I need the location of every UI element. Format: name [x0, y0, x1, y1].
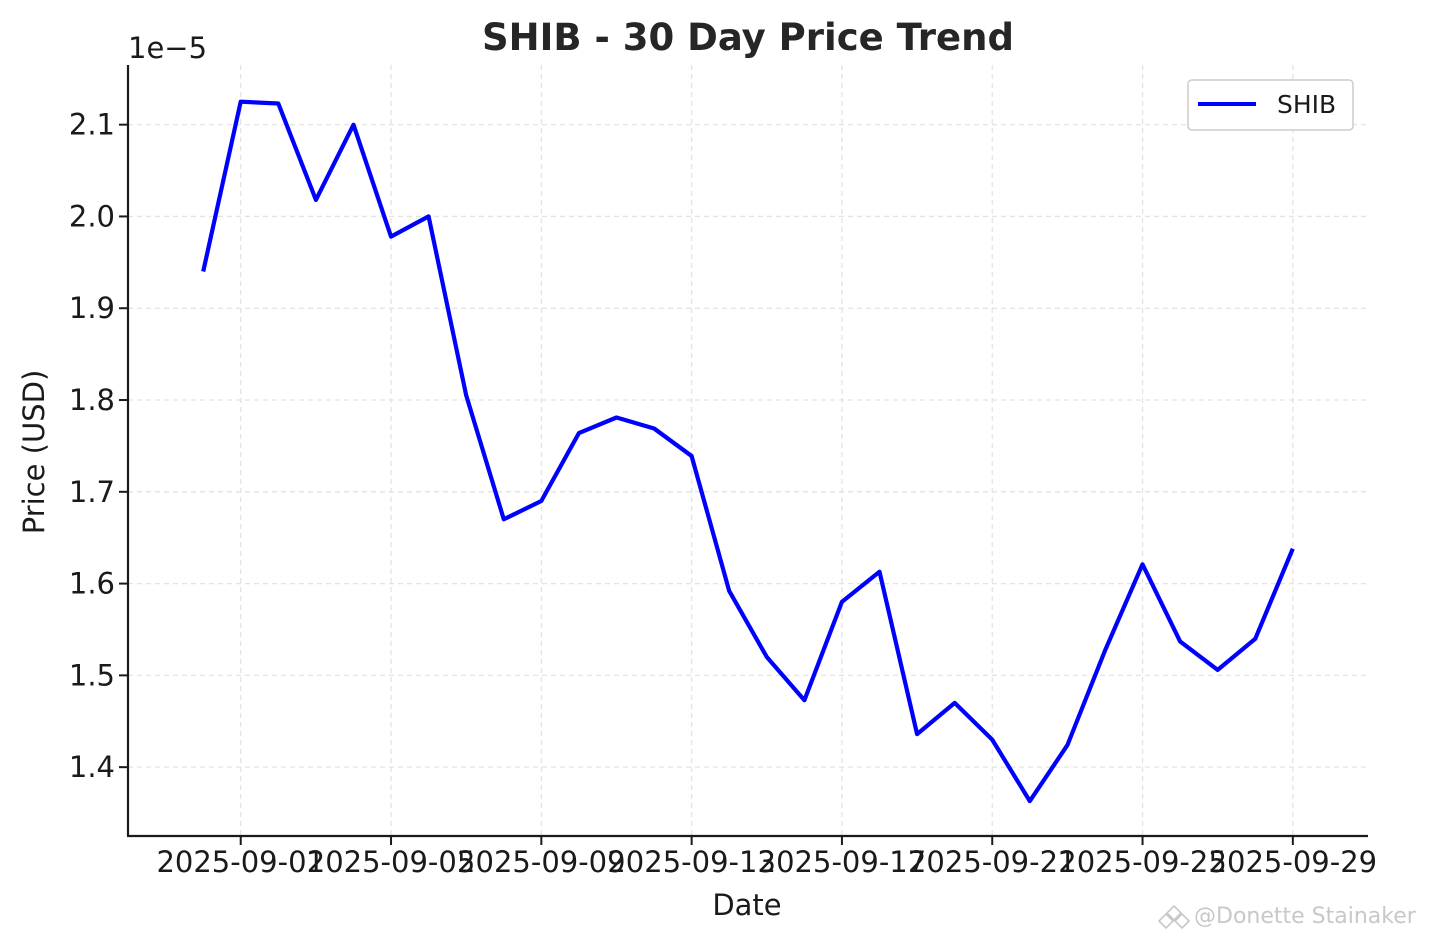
data-point: [690, 454, 694, 458]
data-point: [1141, 562, 1145, 566]
x-tick-label: 2025-09-17: [758, 845, 927, 879]
series-line-shib: [201, 99, 1295, 804]
data-point: [502, 517, 506, 521]
y-ticks: 1.4 1.5 1.6 1.7 1.8 1.9 2.0 2.1: [69, 108, 128, 784]
data-point: [1065, 743, 1069, 747]
x-tick-label: 2025-09-21: [908, 845, 1077, 879]
y-tick-label: 1.4: [69, 750, 115, 784]
y-tick-label: 1.8: [69, 383, 115, 417]
data-point: [765, 655, 769, 659]
data-point: [1291, 547, 1295, 551]
data-point: [1178, 639, 1182, 643]
watermark: @Donette Stainaker: [1157, 904, 1417, 930]
x-ticks: 2025-09-012025-09-052025-09-092025-09-13…: [156, 836, 1377, 879]
data-point: [276, 102, 280, 106]
x-tick-label: 2025-09-05: [307, 845, 476, 879]
y-tick-label: 2.1: [69, 108, 115, 142]
x-tick-label: 2025-09-29: [1209, 845, 1378, 879]
x-tick-label: 2025-09-25: [1058, 845, 1227, 879]
data-point: [990, 738, 994, 742]
data-point: [1103, 649, 1107, 653]
x-tick-label: 2025-09-01: [156, 845, 325, 879]
data-point: [427, 214, 431, 218]
data-point: [953, 701, 957, 705]
y-tick-label: 1.9: [69, 291, 115, 325]
series-layer: [201, 99, 1295, 804]
data-point: [389, 235, 393, 239]
data-point: [464, 393, 468, 397]
grid-lines: [128, 65, 1368, 836]
x-tick-label: 2025-09-09: [457, 845, 626, 879]
watermark-logo-icon: [1157, 904, 1191, 930]
y-axis-label: Price (USD): [17, 370, 51, 535]
data-point: [652, 426, 656, 430]
data-point: [1253, 637, 1257, 641]
x-axis-label: Date: [712, 888, 781, 922]
data-point: [614, 415, 618, 419]
x-tick-label: 2025-09-13: [607, 845, 776, 879]
chart-title: SHIB - 30 Day Price Trend: [482, 16, 1014, 59]
y-tick-label: 1.7: [69, 475, 115, 509]
axes: [126, 65, 1368, 838]
data-point: [1028, 799, 1032, 803]
data-point: [351, 123, 355, 127]
data-point: [1216, 668, 1220, 672]
data-point: [201, 270, 205, 274]
legend: SHIB: [1187, 79, 1354, 131]
legend-label-shib: SHIB: [1277, 90, 1336, 119]
data-point: [239, 100, 243, 104]
data-point: [802, 698, 806, 702]
y-tick-label: 2.0: [69, 199, 115, 233]
y-tick-label: 1.6: [69, 567, 115, 601]
legend-box: [1187, 79, 1354, 131]
data-point: [539, 499, 543, 503]
data-point: [314, 198, 318, 202]
watermark-text: @Donette Stainaker: [1194, 904, 1417, 929]
y-tick-label: 1.5: [69, 658, 115, 692]
data-point: [840, 600, 844, 604]
data-point: [878, 570, 882, 574]
y-offset-label: 1e−5: [128, 31, 207, 65]
data-point: [915, 732, 919, 736]
data-point: [727, 589, 731, 593]
data-point: [577, 431, 581, 435]
